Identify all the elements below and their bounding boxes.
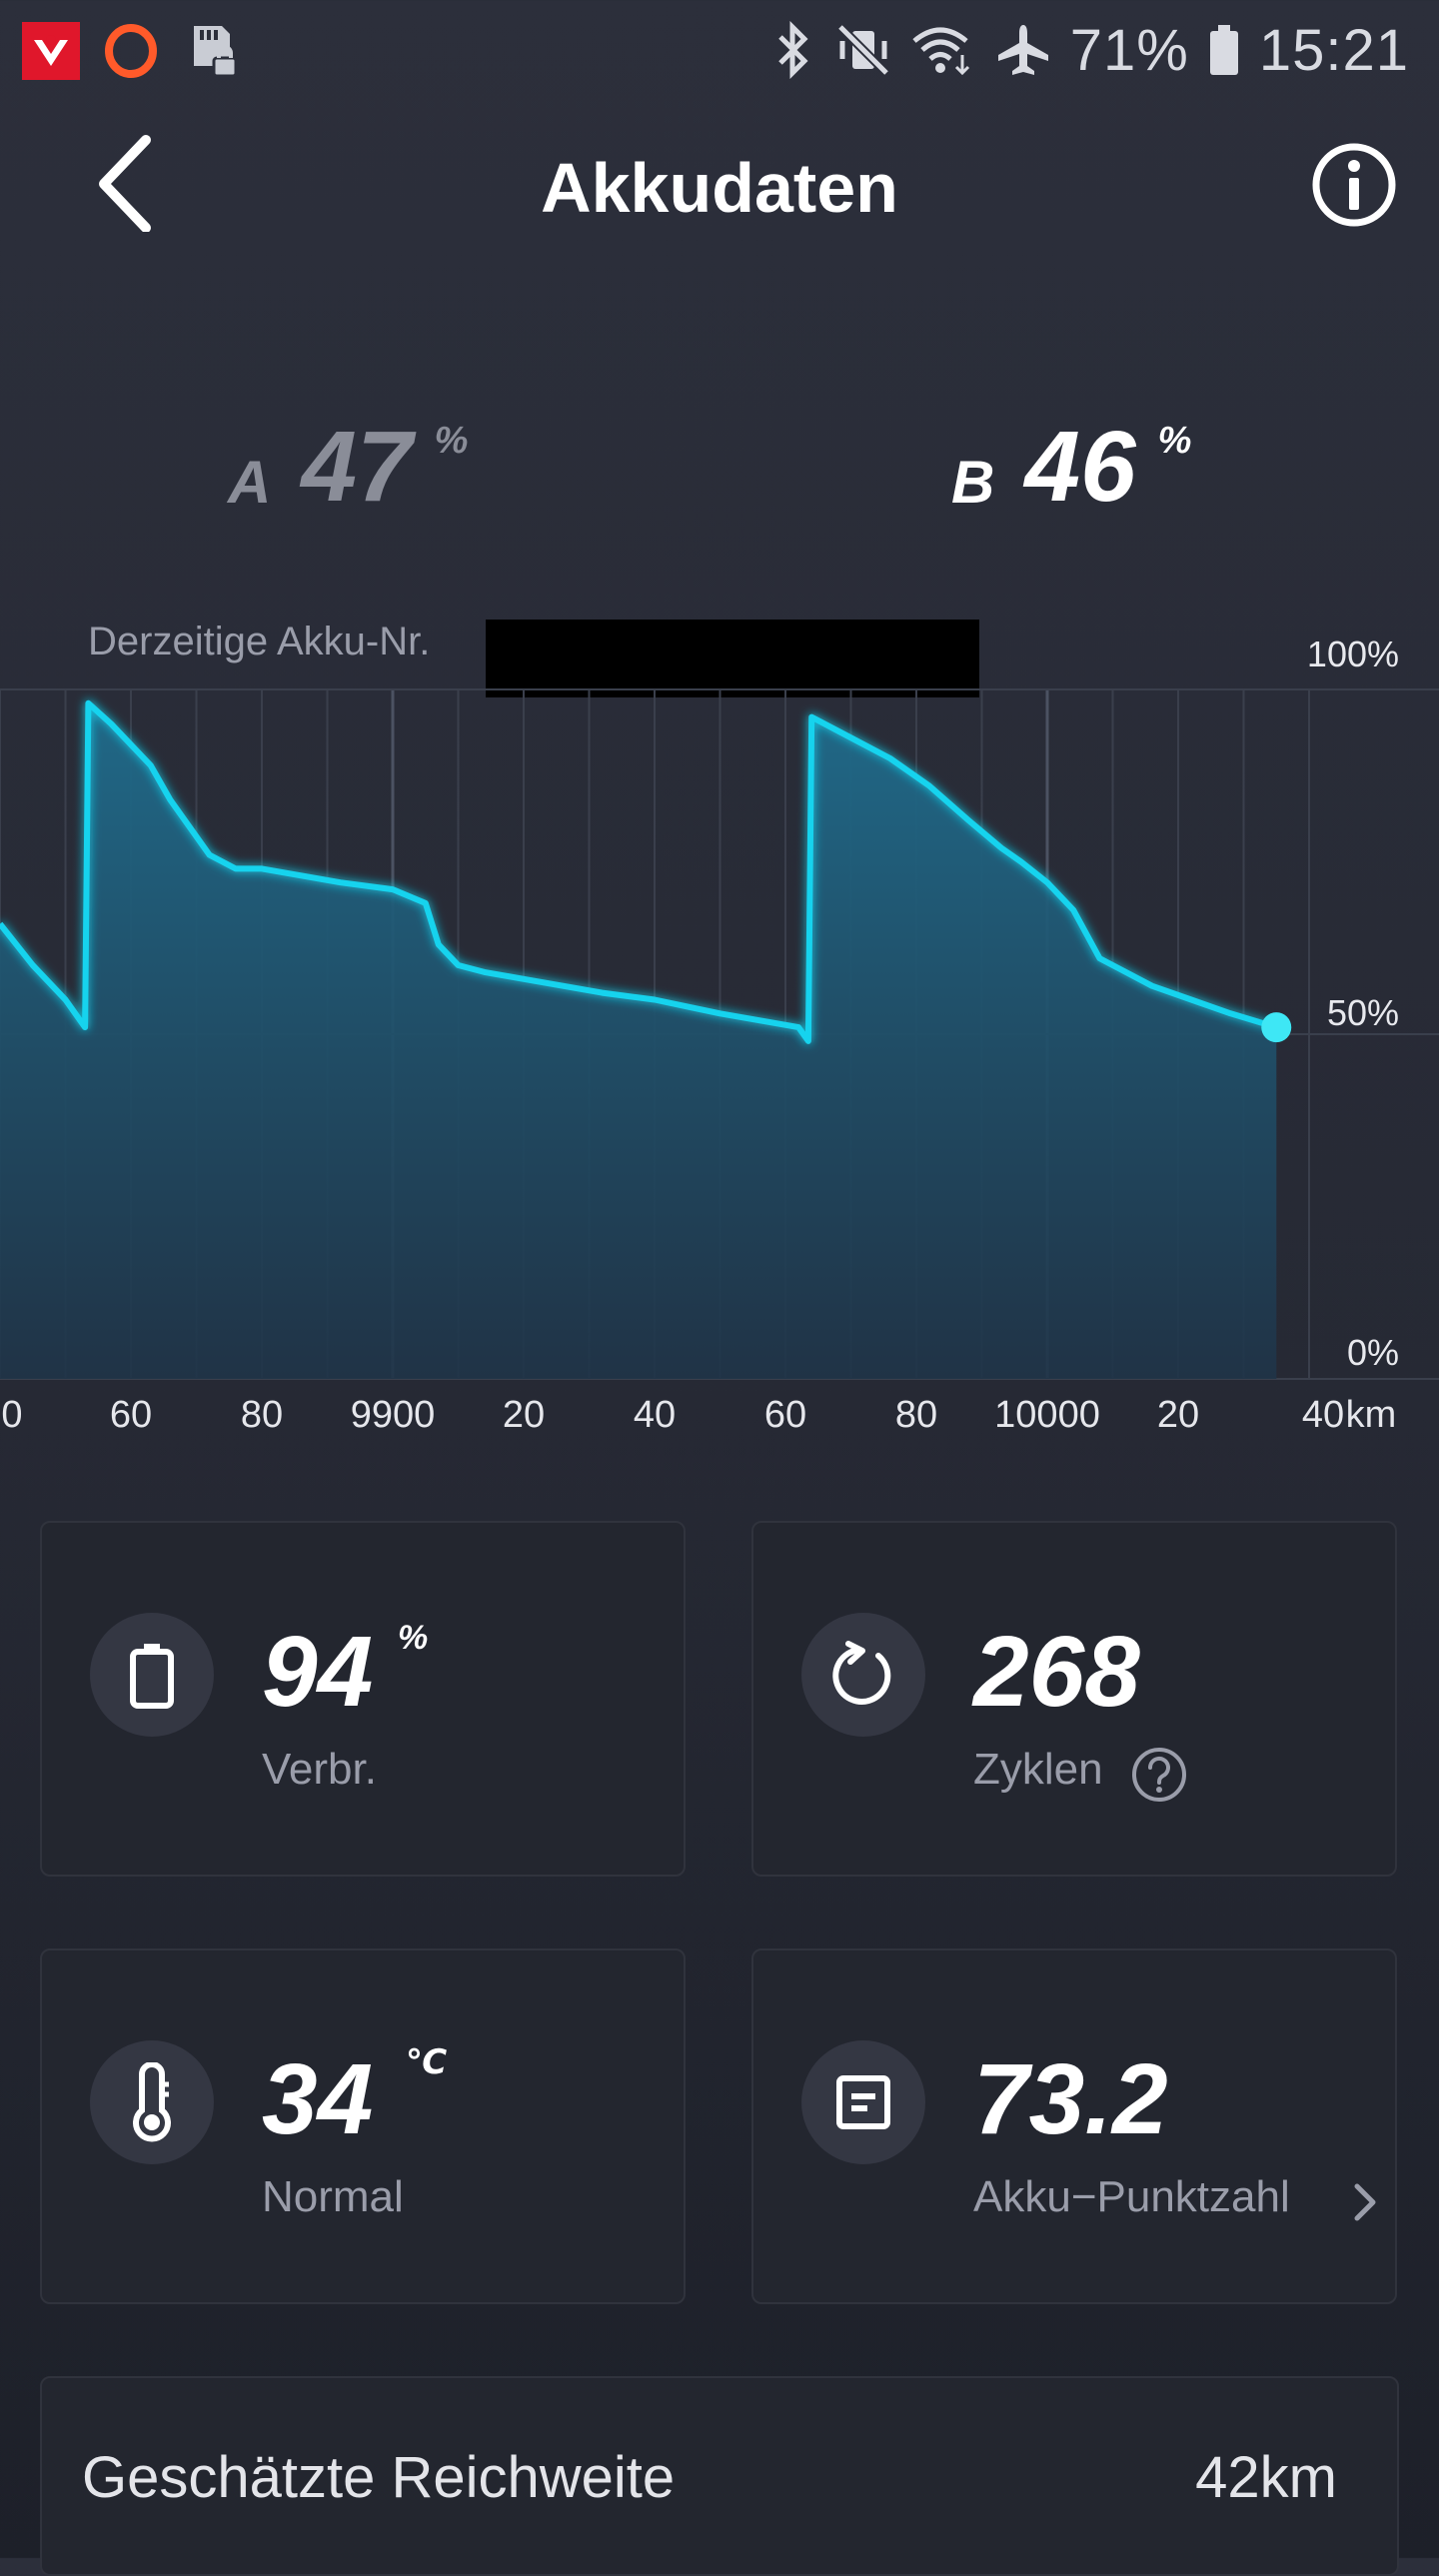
x-tick-label: 10000: [994, 1394, 1100, 1436]
clock: 15:21: [1258, 17, 1409, 83]
battery-icon: [130, 1644, 174, 1709]
airplane-icon: [997, 25, 1048, 75]
x-unit-label: km: [1345, 1394, 1397, 1436]
page-title: Akkudaten: [541, 149, 898, 227]
x-tick-label: 9900: [350, 1394, 436, 1436]
range-value: 42km: [1195, 2445, 1337, 2510]
chart-area: [0, 702, 1277, 1379]
battery-percent: 71%: [1069, 17, 1189, 83]
score-card[interactable]: 73.2 Akku−Punktzahl: [751, 1948, 1397, 2304]
x-tick-label: 60: [109, 1394, 153, 1436]
bluetooth-icon: [777, 21, 808, 79]
x-tick-label: 80: [240, 1394, 284, 1436]
battery-b-unit: %: [1157, 420, 1192, 462]
app-logo-icon: [22, 22, 80, 80]
usage-label: Verbr.: [262, 1745, 377, 1794]
thermometer-icon: [133, 2062, 171, 2142]
vibrate-icon: [836, 23, 889, 77]
status-bar: 71% 15:21: [0, 0, 1439, 100]
x-tick-label: 60: [763, 1394, 807, 1436]
sd-card-lock-icon: [194, 26, 238, 78]
x-tick-label: 20: [1156, 1394, 1200, 1436]
refresh-icon: [832, 1641, 891, 1705]
x-axis-labels: km 0 60 80 9900 20 40 60 80 10000 20 40: [0, 1394, 1439, 1444]
battery-a-unit: %: [434, 420, 469, 462]
usage-card: 94 % Verbr.: [40, 1521, 686, 1877]
battery-b-value: 46: [1024, 411, 1136, 523]
cycles-label: Zyklen: [973, 1745, 1103, 1794]
info-icon: [1312, 143, 1396, 227]
cycles-icon-wrap: [801, 1613, 925, 1737]
usage-icon-wrap: [90, 1613, 214, 1737]
opera-icon: [105, 24, 157, 78]
battery-a-letter: A: [228, 449, 272, 516]
x-tick-label: 40: [633, 1394, 677, 1436]
x-tick-label: 0: [1, 1394, 23, 1436]
battery-a-value: 47: [301, 411, 413, 523]
redacted-serial: [486, 620, 979, 697]
temperature-icon-wrap: [90, 2040, 214, 2164]
battery-a[interactable]: A 47 %: [228, 410, 468, 525]
current-point-marker: [1261, 1012, 1292, 1043]
x-tick-label: 80: [894, 1394, 938, 1436]
battery-b[interactable]: B 46 %: [951, 410, 1191, 525]
x-tick-label: 40: [1301, 1394, 1345, 1436]
range-label: Geschätzte Reichweite: [82, 2445, 676, 2510]
help-icon[interactable]: [1129, 1745, 1189, 1805]
info-button[interactable]: [1309, 140, 1399, 230]
cycles-value: 268: [973, 1616, 1140, 1728]
chevron-right-icon: [1354, 2183, 1376, 2221]
status-right: 71% 15:21: [768, 17, 1409, 83]
battery-chart[interactable]: 100% 50% 0%: [0, 600, 1439, 1439]
back-button[interactable]: [90, 132, 170, 233]
estimated-range-row: Geschätzte Reichweite 42km: [40, 2376, 1399, 2576]
status-left-icons: [22, 22, 240, 80]
temperature-label: Normal: [262, 2172, 404, 2221]
document-icon: [836, 2075, 890, 2129]
temperature-unit: ℃: [406, 2043, 448, 2081]
score-value: 73.2: [973, 2043, 1168, 2155]
chart-line: [0, 699, 1278, 1044]
cycles-card: 268 Zyklen: [751, 1521, 1397, 1877]
temperature-value: 34: [262, 2043, 374, 2155]
score-icon-wrap: [801, 2040, 925, 2164]
wifi-icon: [912, 27, 969, 76]
usage-value: 94: [262, 1616, 374, 1728]
usage-unit: %: [398, 1619, 429, 1657]
battery-b-letter: B: [951, 449, 995, 516]
temperature-card: 34 ℃ Normal: [40, 1948, 686, 2304]
battery-icon: [1209, 25, 1238, 75]
current-battery-label: Derzeitige Akku-Nr.: [88, 620, 431, 663]
y-label-0: 0%: [1347, 1332, 1399, 1373]
x-tick-label: 20: [502, 1394, 546, 1436]
y-label-50: 50%: [1327, 992, 1399, 1033]
score-label: Akku−Punktzahl: [973, 2172, 1290, 2221]
chevron-left-icon: [99, 135, 151, 233]
y-label-100: 100%: [1307, 634, 1399, 674]
